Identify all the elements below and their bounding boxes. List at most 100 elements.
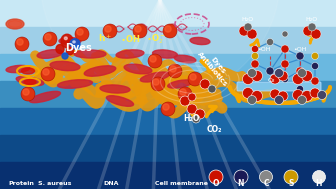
Circle shape — [252, 46, 258, 53]
Circle shape — [43, 32, 57, 46]
Circle shape — [168, 64, 182, 78]
Circle shape — [252, 70, 262, 81]
Ellipse shape — [74, 50, 106, 58]
Ellipse shape — [190, 37, 210, 45]
Circle shape — [318, 91, 327, 99]
Circle shape — [77, 29, 83, 35]
Circle shape — [161, 102, 175, 116]
Ellipse shape — [67, 47, 74, 55]
Text: H₂O: H₂O — [306, 17, 318, 22]
Text: H₂O: H₂O — [183, 114, 199, 123]
Circle shape — [170, 66, 176, 72]
Text: S: S — [288, 179, 294, 188]
Circle shape — [190, 74, 196, 80]
Circle shape — [266, 39, 274, 46]
Circle shape — [248, 95, 256, 105]
Text: •OH: •OH — [293, 47, 306, 52]
Circle shape — [45, 34, 51, 40]
Circle shape — [15, 37, 29, 51]
Circle shape — [275, 68, 284, 77]
Ellipse shape — [116, 50, 144, 58]
Circle shape — [43, 69, 49, 75]
Circle shape — [297, 68, 306, 77]
Text: DNA: DNA — [103, 181, 119, 186]
Circle shape — [278, 71, 288, 81]
Circle shape — [284, 170, 298, 184]
Circle shape — [296, 52, 304, 60]
Circle shape — [208, 85, 216, 93]
Text: •OH: •OH — [257, 47, 270, 52]
Circle shape — [303, 26, 313, 36]
Circle shape — [75, 27, 89, 41]
Circle shape — [296, 67, 304, 75]
Circle shape — [311, 63, 319, 70]
Ellipse shape — [37, 50, 63, 58]
Ellipse shape — [62, 53, 68, 59]
Circle shape — [281, 60, 289, 68]
Text: Protein: Protein — [8, 181, 34, 186]
Circle shape — [148, 54, 162, 68]
Ellipse shape — [56, 44, 64, 53]
Circle shape — [163, 104, 169, 110]
Circle shape — [281, 45, 289, 53]
Circle shape — [311, 77, 319, 85]
Text: O: O — [213, 179, 219, 188]
Circle shape — [165, 26, 171, 32]
Ellipse shape — [84, 66, 116, 76]
Text: CO₂: CO₂ — [207, 125, 222, 134]
Circle shape — [234, 170, 248, 184]
Circle shape — [17, 39, 23, 45]
Circle shape — [293, 90, 303, 101]
Text: C: C — [263, 178, 269, 187]
Circle shape — [243, 74, 253, 84]
Circle shape — [105, 26, 111, 32]
Circle shape — [293, 74, 303, 84]
Circle shape — [103, 24, 117, 38]
FancyBboxPatch shape — [237, 82, 321, 91]
Bar — [0, 108, 336, 135]
Circle shape — [188, 93, 196, 101]
Ellipse shape — [59, 37, 81, 44]
Circle shape — [310, 88, 320, 98]
Circle shape — [23, 89, 29, 95]
Circle shape — [301, 91, 312, 101]
Circle shape — [252, 91, 262, 101]
Circle shape — [239, 26, 249, 36]
Text: O₂: O₂ — [268, 78, 276, 83]
Circle shape — [270, 74, 280, 84]
Circle shape — [153, 79, 159, 85]
Ellipse shape — [50, 61, 80, 71]
Ellipse shape — [100, 85, 130, 93]
Ellipse shape — [16, 76, 44, 86]
Ellipse shape — [168, 80, 192, 88]
Circle shape — [311, 53, 319, 60]
Circle shape — [195, 109, 205, 119]
Text: Dyes: Dyes — [65, 43, 91, 53]
Circle shape — [312, 170, 326, 184]
Ellipse shape — [107, 96, 134, 106]
Circle shape — [209, 170, 223, 184]
Ellipse shape — [140, 72, 170, 82]
Circle shape — [200, 79, 210, 89]
Bar — [0, 27, 336, 54]
Circle shape — [296, 85, 303, 92]
Circle shape — [252, 53, 258, 60]
Circle shape — [163, 24, 177, 38]
Ellipse shape — [24, 80, 36, 84]
Circle shape — [259, 170, 272, 184]
Circle shape — [248, 68, 256, 77]
Circle shape — [244, 23, 252, 31]
Circle shape — [133, 24, 147, 38]
Text: N: N — [238, 179, 244, 188]
Circle shape — [135, 26, 141, 32]
Text: S. aureus: S. aureus — [38, 181, 71, 186]
Text: H₂O: H₂O — [242, 17, 254, 22]
Circle shape — [41, 67, 55, 81]
Ellipse shape — [22, 68, 35, 74]
Circle shape — [188, 72, 202, 86]
Circle shape — [301, 70, 312, 81]
Ellipse shape — [30, 91, 60, 103]
Text: $\bullet$OH: $\bullet$OH — [120, 33, 140, 44]
Ellipse shape — [153, 50, 177, 58]
Text: $\bullet$O$_2^-$: $\bullet$O$_2^-$ — [146, 33, 166, 46]
